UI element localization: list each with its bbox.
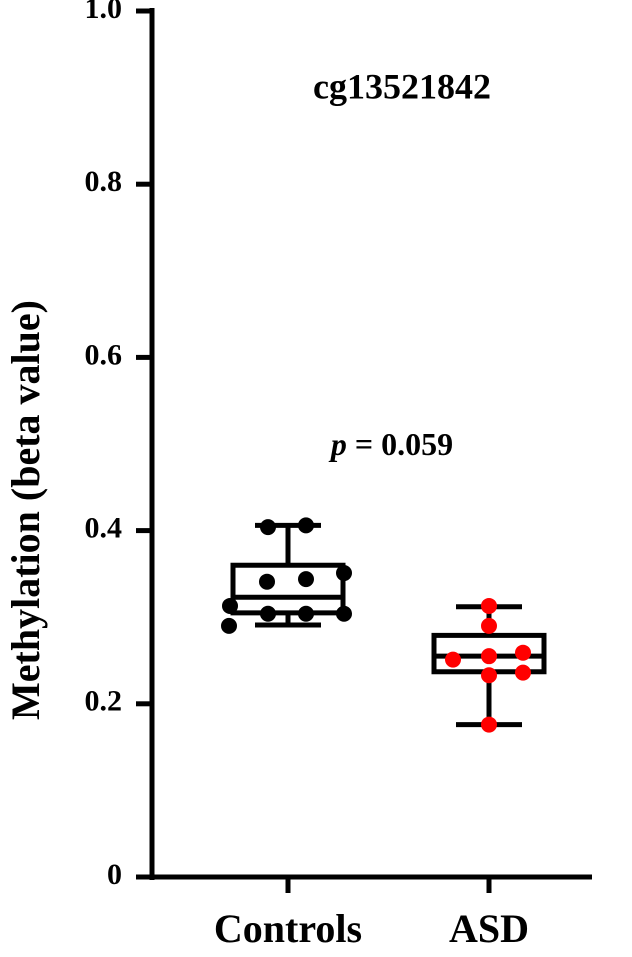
y-tick-label: 0.2 <box>85 685 123 718</box>
y-axis-label: Methylation (beta value) <box>3 300 48 720</box>
data-point <box>298 517 314 534</box>
data-point <box>222 597 238 614</box>
y-tick-label: 0.8 <box>85 165 123 198</box>
p-value-annotation: p = 0.059 <box>328 426 453 462</box>
y-tick-label: 0 <box>107 858 122 891</box>
data-point <box>260 519 276 536</box>
data-point <box>515 664 531 681</box>
y-tick-label: 0.6 <box>85 338 123 371</box>
data-point <box>481 667 497 684</box>
data-point <box>336 565 352 582</box>
x-tick-label: ASD <box>449 906 529 951</box>
data-point <box>515 644 531 661</box>
y-tick-label: 0.4 <box>85 511 123 544</box>
data-point <box>221 617 237 634</box>
chart-title: cg13521842 <box>313 66 491 106</box>
data-point <box>298 605 314 622</box>
data-point <box>481 597 497 614</box>
p-symbol: p <box>328 426 347 462</box>
data-point <box>481 648 497 665</box>
data-point <box>259 573 275 590</box>
y-tick-label: 1.0 <box>85 0 123 25</box>
box <box>230 562 346 616</box>
x-tick-label: Controls <box>214 906 362 951</box>
data-point <box>336 605 352 622</box>
p-value: = 0.059 <box>355 426 453 462</box>
data-point <box>481 617 497 634</box>
data-point <box>481 716 497 733</box>
data-point <box>298 571 314 588</box>
data-point <box>445 651 461 668</box>
data-point <box>260 605 276 622</box>
